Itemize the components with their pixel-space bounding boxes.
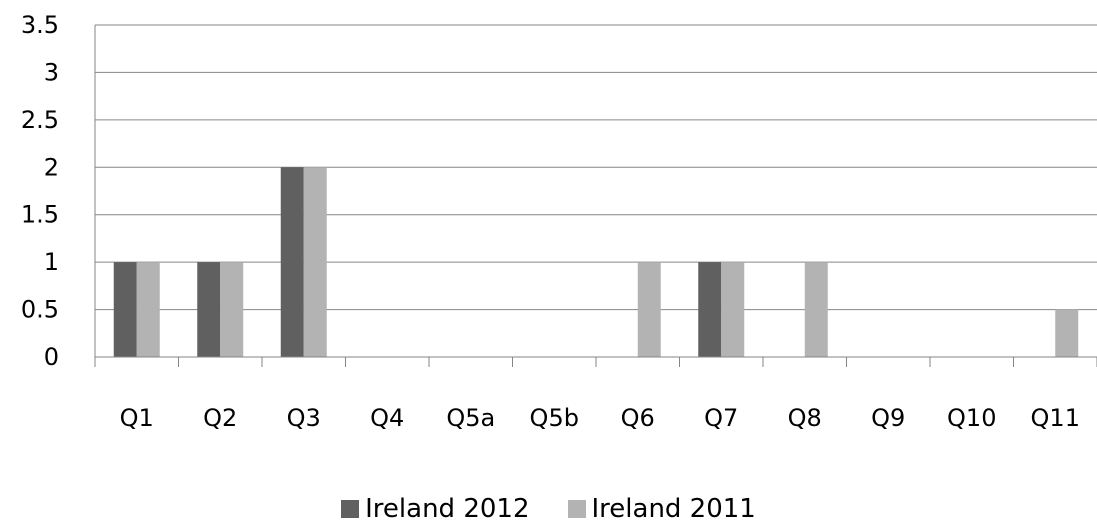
legend-swatch-ireland-2012 [341, 500, 360, 518]
x-tick-label: Q3 [287, 404, 321, 432]
x-tick-labels: Q1 Q2 Q3 Q4 Q5a Q5b Q6 Q7 Q8 Q9 Q10 Q11 [120, 404, 1080, 432]
bar-ireland-2011-q2 [220, 262, 244, 357]
bar-ireland-2011-q1 [136, 262, 160, 357]
legend-label-ireland-2012: Ireland 2012 [365, 494, 530, 524]
bar-ireland-2011-q11 [1055, 309, 1079, 357]
x-tick-label: Q8 [788, 404, 822, 432]
y-tick-label: 0.5 [21, 296, 59, 324]
y-tick-label: 2 [44, 153, 59, 181]
bar-ireland-2011-q8 [804, 262, 828, 357]
bar-ireland-2012-q2 [197, 262, 221, 357]
y-tick-label: 0 [44, 343, 59, 371]
x-tick-label: Q4 [370, 404, 404, 432]
legend-label-ireland-2011: Ireland 2011 [591, 494, 756, 524]
y-tick-label: 2.5 [21, 106, 59, 134]
legend-item-ireland-2011: Ireland 2011 [567, 494, 756, 524]
x-tick-label: Q2 [203, 404, 237, 432]
legend: Ireland 2012 Ireland 2011 [0, 494, 1097, 524]
legend-swatch-ireland-2011 [567, 500, 586, 518]
bars [113, 167, 1079, 357]
bar-ireland-2012-q1 [113, 262, 137, 357]
x-tick-label: Q1 [120, 404, 154, 432]
x-tick-label: Q6 [621, 404, 655, 432]
x-tick-label: Q5b [530, 404, 579, 432]
bar-ireland-2011-q6 [637, 262, 661, 357]
y-tick-labels: 0 0.5 1 1.5 2 2.5 3 3.5 [21, 11, 59, 371]
bar-ireland-2011-q3 [303, 167, 327, 357]
gridlines [95, 24, 1097, 358]
x-tick-label: Q11 [1031, 404, 1080, 432]
axes [94, 25, 1097, 367]
bar-ireland-2011-q7 [721, 262, 745, 357]
y-tick-label: 1 [44, 248, 59, 276]
legend-item-ireland-2012: Ireland 2012 [341, 494, 530, 524]
x-tick-label: Q10 [947, 404, 996, 432]
x-tick-label: Q7 [704, 404, 738, 432]
x-tick-label: Q5a [446, 404, 495, 432]
y-tick-label: 1.5 [21, 201, 59, 229]
bar-ireland-2012-q3 [280, 167, 304, 357]
y-tick-label: 3 [44, 58, 59, 86]
bar-ireland-2012-q7 [698, 262, 722, 357]
y-tick-label: 3.5 [21, 11, 59, 39]
x-tick-label: Q9 [871, 404, 905, 432]
